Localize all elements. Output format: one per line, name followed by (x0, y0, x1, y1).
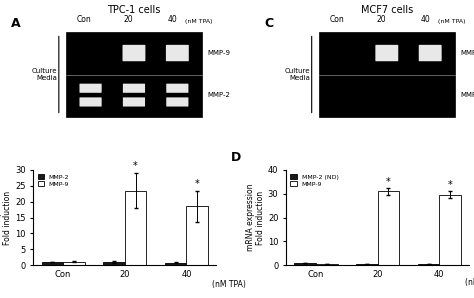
Text: Con: Con (77, 15, 92, 24)
Text: *: * (448, 180, 453, 190)
Text: *: * (133, 162, 138, 171)
Text: 40: 40 (167, 15, 177, 24)
Bar (294, 263, 316, 265)
Bar (103, 262, 125, 265)
Text: 20: 20 (124, 15, 133, 24)
FancyBboxPatch shape (419, 45, 442, 61)
Bar (418, 264, 439, 265)
Text: (nM TPA): (nM TPA) (438, 19, 465, 24)
Text: D: D (231, 151, 241, 164)
Text: TPC-1 cells: TPC-1 cells (107, 5, 161, 15)
Bar (63, 262, 85, 265)
Text: *: * (386, 177, 391, 187)
Text: (nM TPA): (nM TPA) (185, 19, 213, 24)
Bar (316, 264, 337, 265)
Text: MMP-2: MMP-2 (207, 92, 230, 98)
Bar (378, 191, 399, 265)
FancyBboxPatch shape (123, 97, 145, 107)
Text: Culture
Media: Culture Media (31, 68, 57, 81)
Text: A: A (11, 17, 21, 30)
Text: MMP-9: MMP-9 (207, 50, 230, 56)
FancyBboxPatch shape (122, 45, 146, 61)
Text: *: * (195, 179, 200, 189)
Text: (nM TPA): (nM TPA) (465, 278, 474, 287)
FancyBboxPatch shape (80, 97, 101, 107)
Bar (356, 264, 378, 265)
Text: Con: Con (330, 15, 345, 24)
Text: C: C (264, 17, 273, 30)
Text: (nM TPA): (nM TPA) (212, 280, 246, 288)
Bar (165, 263, 186, 265)
Bar (66, 32, 202, 117)
Y-axis label: mRNA expression
Fold induction: mRNA expression Fold induction (0, 184, 12, 251)
FancyBboxPatch shape (80, 84, 101, 93)
Text: 40: 40 (420, 15, 430, 24)
FancyBboxPatch shape (123, 84, 145, 93)
Legend: MMP-2 (ND), MMP-9: MMP-2 (ND), MMP-9 (289, 173, 340, 188)
Bar (186, 207, 208, 265)
Text: 20: 20 (376, 15, 386, 24)
Y-axis label: mRNA expression
Fold induction: mRNA expression Fold induction (246, 184, 265, 251)
Bar (319, 32, 455, 117)
Text: MMP-2: MMP-2 (460, 92, 474, 98)
Bar (42, 262, 63, 265)
Bar (439, 195, 461, 265)
Text: MCF7 cells: MCF7 cells (361, 5, 413, 15)
FancyBboxPatch shape (166, 45, 189, 61)
Legend: MMP-2, MMP-9: MMP-2, MMP-9 (36, 173, 71, 188)
FancyBboxPatch shape (166, 84, 189, 93)
FancyBboxPatch shape (166, 97, 189, 107)
Text: Culture
Media: Culture Media (284, 68, 310, 81)
Bar (125, 190, 146, 265)
Text: MMP-9: MMP-9 (460, 50, 474, 56)
FancyBboxPatch shape (375, 45, 398, 61)
